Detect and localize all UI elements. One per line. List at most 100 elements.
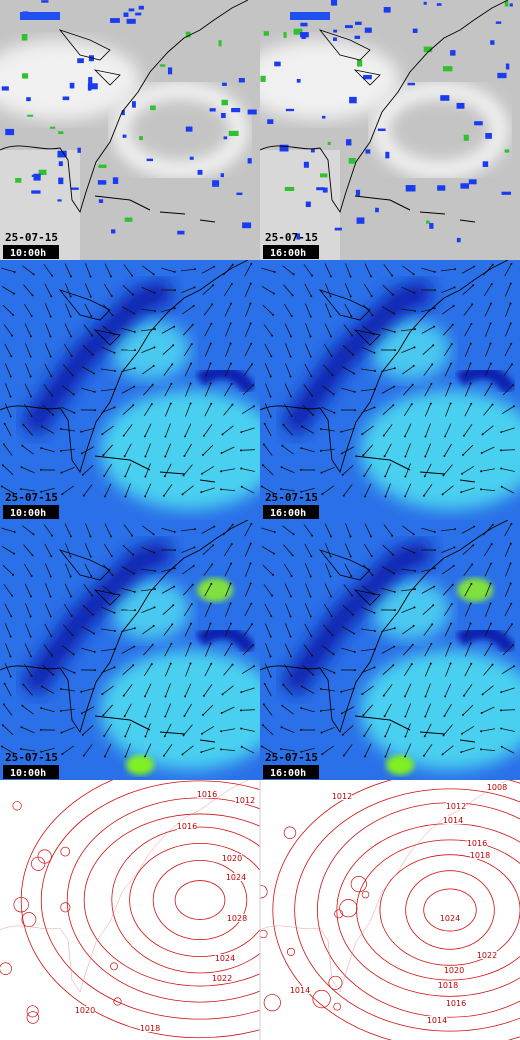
wind-arrow-head [209, 342, 212, 345]
wind-arrow [181, 547, 195, 553]
wind-arrow [483, 524, 493, 536]
wind-arrow [301, 747, 315, 753]
isobar-island [110, 962, 118, 971]
wind-arrow [145, 443, 151, 457]
wind-arrow [445, 403, 451, 417]
wind-arrow-head [164, 715, 167, 718]
precip [330, 0, 338, 6]
wind-arrow [202, 704, 214, 716]
wind-arrow [204, 603, 212, 617]
wind-arrow [405, 723, 411, 737]
wind-arrow [382, 405, 394, 415]
wind-arrow [223, 543, 233, 557]
wind-arrow-head [40, 468, 43, 471]
wind-arrow-head [229, 582, 232, 585]
wind-arrow [41, 707, 55, 713]
wind-arrow-head [509, 302, 512, 305]
wind-arrow-head [384, 755, 387, 758]
wind-arrow-head [424, 695, 427, 698]
precip [185, 31, 191, 38]
wind-arrow-head [189, 382, 192, 385]
wind-arrow [424, 663, 432, 677]
wind-arrow [482, 425, 494, 435]
wind-arrow [103, 283, 113, 297]
wind-arrow [123, 684, 133, 696]
wind-arrow [403, 403, 413, 417]
wind-arrow [3, 704, 13, 716]
map-panel [260, 780, 520, 1040]
wind-arrow-head [471, 563, 474, 566]
wind-arrow [81, 446, 95, 454]
wind-arrow-head [9, 375, 12, 378]
wind-arrow-head [391, 274, 394, 277]
wind-arrow [423, 744, 433, 756]
precip [58, 161, 63, 167]
wind-arrow [504, 583, 512, 597]
wind-arrow [501, 405, 515, 415]
wind-arrow [83, 324, 93, 336]
cloud [260, 40, 400, 120]
wind-arrow [364, 483, 372, 497]
wind-arrow-head [431, 623, 434, 626]
precip [357, 59, 363, 67]
wind-arrow-head [10, 615, 13, 618]
wind-arrow [422, 345, 434, 355]
wind-arrow [65, 303, 71, 317]
wind-arrow-head [512, 405, 515, 408]
wind-arrow [103, 304, 113, 316]
coastline [0, 520, 249, 734]
wind-arrow [81, 706, 95, 714]
wind-arrow [485, 603, 491, 617]
isobar-island [334, 909, 344, 919]
wind-arrow-head [182, 474, 185, 477]
wind-arrow [164, 703, 172, 717]
wind-arrow-head [433, 549, 436, 552]
wind-arrow [362, 685, 374, 695]
wind-arrow [262, 724, 274, 736]
wind-arrow [164, 663, 172, 677]
wind-slow [20, 278, 174, 437]
wind-arrow [143, 663, 153, 677]
wind-arrow [123, 264, 133, 276]
wind-arrow-head [212, 544, 215, 547]
wind-arrow-head [202, 694, 205, 697]
wind-arrow-head [153, 551, 156, 554]
wind-arrow-head [153, 328, 156, 331]
wind-arrow-head [491, 523, 494, 526]
wind-arrow [464, 343, 472, 357]
wind-arrow-head [451, 583, 454, 586]
date-label: 25-07-15 [5, 231, 58, 244]
precip [247, 109, 257, 115]
wind-arrow [304, 283, 312, 297]
wind-arrow [182, 565, 194, 575]
wind-arrow [361, 606, 375, 614]
wind-arrow [44, 603, 52, 617]
wind-arrow-head [332, 393, 335, 396]
wind-arrow-head [133, 572, 136, 575]
wind-arrow-head [383, 715, 386, 718]
wind-arrow-head [310, 635, 313, 638]
wind-arrow-head [329, 555, 332, 558]
wind-arrow-head [240, 485, 243, 488]
precip [437, 185, 446, 191]
wind-slow [456, 365, 516, 395]
wind-arrow-head [109, 535, 112, 538]
wind-arrow-head [151, 383, 154, 386]
wind-arrow [424, 703, 432, 717]
wind-arrow-head [312, 413, 315, 416]
wind-arrow-head [20, 726, 23, 729]
wind-arrow-head [82, 754, 85, 757]
wind-arrow-head [373, 351, 376, 354]
wind-arrow-head [261, 724, 264, 727]
wind-arrow [161, 586, 175, 594]
wind-arrow [62, 645, 74, 655]
wind-arrow [103, 723, 113, 737]
wind-arrow [341, 427, 355, 433]
wind-arrow-head [433, 567, 436, 570]
wind-arrow [361, 388, 375, 392]
wind-arrow-head [471, 303, 474, 306]
wind-arrow-head [133, 609, 136, 612]
wind-arrow-head [282, 423, 285, 426]
wind-arrow [204, 343, 212, 357]
